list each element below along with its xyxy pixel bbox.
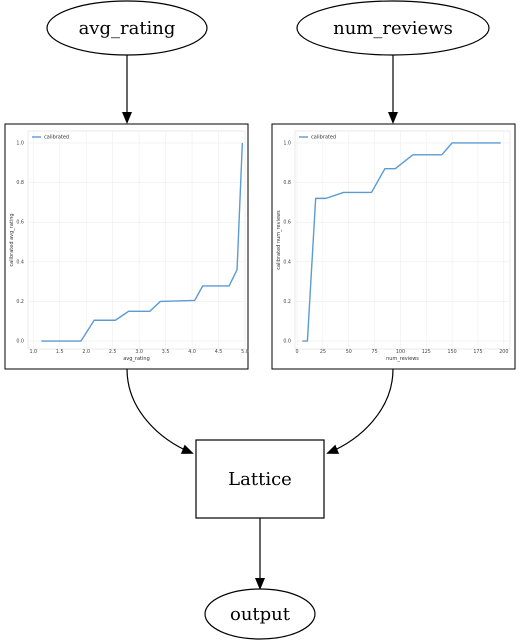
x-tick-label: 125 (422, 349, 431, 355)
y-axis-label: calibrated avg_rating (9, 213, 15, 266)
node-num-reviews-label: num_reviews (333, 18, 453, 39)
legend-label: calibrated (311, 135, 336, 141)
series-line-calibrated (302, 142, 501, 342)
x-tick-label: 1.5 (56, 349, 64, 355)
y-tick-label: 0.4 (16, 259, 24, 265)
x-tick-label: 3.0 (135, 349, 143, 355)
node-lattice[interactable]: Lattice (195, 439, 325, 519)
x-tick-label: 4.5 (215, 349, 223, 355)
x-tick-label: 50 (346, 349, 352, 355)
x-tick-label: 25 (320, 349, 326, 355)
x-tick-label: 175 (473, 349, 482, 355)
y-tick-label: 1.0 (16, 140, 24, 146)
y-tick-label: 0.2 (283, 299, 291, 305)
x-axis-label: avg_rating (123, 356, 150, 362)
x-tick-label: 2.5 (109, 349, 117, 355)
calibrator-chart-avg-rating: 0.0 0.2 0.4 0.6 0.8 1.0 1.0 1.5 2.0 2.5 3.0 3.5 4.0 4… (4, 123, 249, 370)
plot-area (294, 130, 511, 350)
y-tick-label: 0.6 (16, 220, 24, 226)
x-tick-label: 0 (296, 349, 299, 355)
calibrator-chart-num-reviews: 0.0 0.2 0.4 0.6 0.8 1.0 0 25 50 75 100 125 150 175 200… (271, 123, 516, 370)
series-line-calibrated (41, 142, 244, 342)
y-tick-label: 0.2 (16, 299, 24, 305)
y-tick-label: 0.0 (16, 339, 24, 345)
x-axis-label: num_reviews (386, 356, 419, 362)
x-tick-label: 1.0 (29, 349, 37, 355)
node-output[interactable]: output (204, 588, 316, 640)
x-tick-label: 2.0 (82, 349, 90, 355)
x-tick-label: 75 (372, 349, 378, 355)
edge-chart1-to-lattice (126, 368, 194, 454)
x-tick-label: 200 (499, 349, 508, 355)
y-tick-label: 0.0 (283, 339, 291, 345)
x-tick-label: 4.0 (188, 349, 196, 355)
x-tick-label: 5.0 (241, 349, 249, 355)
y-tick-label: 0.6 (283, 220, 291, 226)
x-tick-label: 100 (396, 349, 405, 355)
node-output-shape (204, 588, 316, 640)
y-tick-label: 1.0 (283, 140, 291, 146)
node-avg-rating[interactable]: avg_rating (46, 0, 208, 56)
y-tick-label: 0.8 (16, 180, 24, 186)
node-lattice-shape (195, 439, 325, 519)
node-lattice-label: Lattice (228, 469, 292, 490)
y-axis-label: calibrated num_reviews (276, 210, 282, 270)
x-tick-label: 150 (448, 349, 457, 355)
node-output-label: output (230, 604, 291, 625)
node-num-reviews[interactable]: num_reviews (296, 0, 490, 56)
plot-area (27, 130, 246, 350)
y-tick-label: 0.8 (283, 180, 291, 186)
legend-label: calibrated (44, 135, 69, 141)
node-avg-rating-shape (46, 0, 208, 56)
x-tick-label: 3.5 (162, 349, 170, 355)
node-avg-rating-label: avg_rating (79, 18, 176, 39)
edges (122, 55, 398, 590)
node-num-reviews-shape (296, 0, 490, 56)
y-tick-label: 0.4 (283, 259, 291, 265)
edge-chart2-to-lattice (326, 368, 394, 454)
